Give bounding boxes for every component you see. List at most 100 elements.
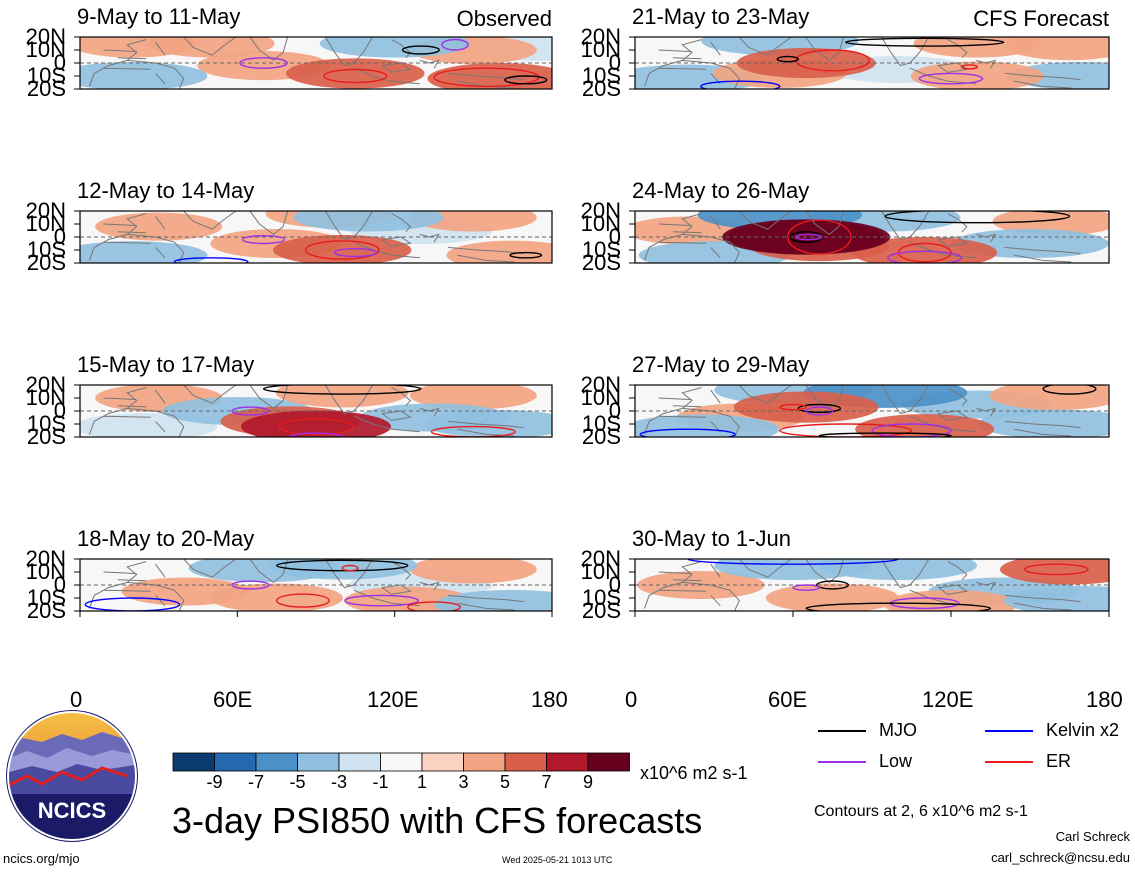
coastline <box>448 420 524 429</box>
coastline <box>419 581 440 591</box>
lat-label-20n: 20N <box>25 198 66 223</box>
lat-label-20n: 20N <box>25 372 66 397</box>
coastline <box>682 59 740 89</box>
lat-label-20s: 20S <box>581 598 621 623</box>
lat-label-20n: 20N <box>580 198 621 223</box>
lat-label-0: 0 <box>608 50 621 75</box>
coastline <box>947 561 968 581</box>
lat-label-10n: 10N <box>580 211 621 236</box>
panel-5-map <box>635 37 1109 89</box>
contour-kelvin-x2 <box>700 80 781 89</box>
coastline <box>380 62 412 73</box>
contour-mjo <box>805 602 992 611</box>
contour-er <box>304 240 380 260</box>
anomaly-blob <box>210 583 343 611</box>
colorbar-tick-label: 3 <box>458 772 469 792</box>
coastline <box>103 49 151 70</box>
ncics-logo: NCICS <box>6 710 138 842</box>
x-tick-right-0: 0 <box>625 687 638 712</box>
colorbar-tick-label: -5 <box>289 772 306 792</box>
coastline <box>682 407 740 437</box>
lat-label-10s: 10S <box>581 237 621 262</box>
coastline <box>805 211 845 236</box>
contour-mjo <box>504 75 548 85</box>
coastline <box>103 397 151 418</box>
figure-title: 3-day PSI850 with CFS forecasts <box>172 800 703 841</box>
lat-label-20s: 20S <box>26 76 66 101</box>
contour-er <box>407 601 461 611</box>
contour-low <box>441 38 469 51</box>
lat-label-20n: 20N <box>25 24 66 49</box>
x-tick-right-60e: 60E <box>768 687 808 712</box>
lat-label-10n: 10N <box>580 385 621 410</box>
contour-low <box>918 72 984 85</box>
panel-4-map <box>80 559 552 611</box>
coastline <box>419 59 440 69</box>
coastline <box>353 67 420 85</box>
coastline <box>249 211 289 236</box>
coastline <box>937 584 969 595</box>
anomaly-blob <box>409 559 537 584</box>
coastline <box>103 571 151 592</box>
panel-7-title: 27-May to 29-May <box>632 352 810 377</box>
panel-1-title: 9-May to 11-May <box>77 4 241 29</box>
contour-er <box>960 64 979 70</box>
lat-label-10n: 10N <box>580 37 621 62</box>
lat-label-10s: 10S <box>581 585 621 610</box>
anomaly-blob <box>1003 586 1109 611</box>
colorbar-tick-label: 1 <box>416 772 427 792</box>
contour-low <box>241 235 286 245</box>
coastline <box>1014 428 1072 437</box>
lat-label-10s: 10S <box>581 63 621 88</box>
x-tick-left-0: 0 <box>70 687 83 712</box>
coastline <box>658 223 707 244</box>
coastline <box>710 215 721 259</box>
contour-mjo <box>509 251 543 259</box>
lat-label-0: 0 <box>608 224 621 249</box>
panel-6-title: 24-May to 26-May <box>632 178 810 203</box>
lat-label-0: 0 <box>53 224 66 249</box>
author-email: carl_schreck@ncsu.edu <box>991 850 1130 865</box>
anomaly-blob <box>1005 37 1109 61</box>
panel-8-title: 30-May to 1-Jun <box>632 526 791 551</box>
contour-er <box>1024 563 1089 576</box>
coastline <box>658 571 707 592</box>
contour-kelvin-x2 <box>173 257 249 263</box>
coastline <box>1014 254 1072 263</box>
contour-er <box>278 418 354 436</box>
coastline <box>127 581 185 611</box>
contour-low <box>239 57 288 69</box>
coastline <box>658 397 707 418</box>
lat-label-10n: 10N <box>580 559 621 584</box>
coastline <box>1004 72 1081 81</box>
coastline <box>183 385 237 404</box>
coastline <box>324 211 374 241</box>
coastline <box>1004 594 1081 603</box>
lat-label-0: 0 <box>53 572 66 597</box>
contour-low <box>794 233 823 241</box>
coastline <box>324 559 374 589</box>
coastline <box>976 59 997 69</box>
coastline <box>127 407 185 437</box>
coastline <box>881 385 930 415</box>
lat-label-20s: 20S <box>581 76 621 101</box>
coastline <box>1004 246 1081 255</box>
coastline <box>249 37 289 62</box>
coastline <box>805 37 845 62</box>
lat-label-0: 0 <box>608 572 621 597</box>
lat-label-10s: 10S <box>581 411 621 436</box>
coastline <box>419 233 440 243</box>
lat-label-20s: 20S <box>26 250 66 275</box>
colorbar-tick-label: 7 <box>541 772 552 792</box>
panel-2-map <box>80 211 552 263</box>
coastline <box>380 410 412 421</box>
contour-mjo <box>1042 385 1097 395</box>
anomaly-blob <box>95 212 223 241</box>
anomaly-blob <box>1000 559 1109 585</box>
anomaly-blob <box>424 409 552 437</box>
coastline <box>937 410 969 421</box>
anomaly-blob <box>434 589 552 611</box>
lat-label-20s: 20S <box>26 424 66 449</box>
anomaly-blob <box>241 410 391 437</box>
coastline <box>127 59 185 89</box>
